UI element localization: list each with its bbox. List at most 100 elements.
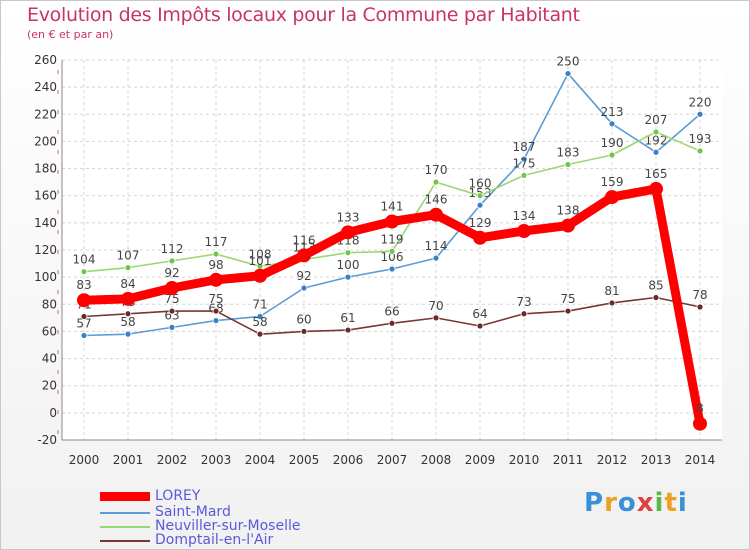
data-point bbox=[605, 190, 619, 205]
y-tick-label: 20 bbox=[42, 379, 57, 393]
data-point bbox=[432, 314, 440, 322]
data-point bbox=[385, 214, 399, 229]
data-label: 83 bbox=[76, 278, 91, 292]
data-point bbox=[696, 110, 704, 118]
data-label: 75 bbox=[560, 292, 575, 306]
data-label: 190 bbox=[601, 136, 624, 150]
data-point bbox=[388, 319, 396, 327]
data-label: 101 bbox=[249, 254, 272, 268]
data-point bbox=[256, 330, 264, 338]
data-label: 133 bbox=[337, 210, 360, 224]
data-point bbox=[124, 264, 132, 272]
data-label: 207 bbox=[645, 113, 668, 127]
data-label: 57 bbox=[76, 317, 91, 331]
data-label: 220 bbox=[689, 95, 712, 109]
y-tick-label: 60 bbox=[42, 324, 57, 338]
logo-letter: i bbox=[654, 488, 665, 518]
data-label: 138 bbox=[557, 204, 580, 218]
data-point bbox=[561, 218, 575, 233]
logo-letter: i bbox=[677, 488, 688, 518]
y-tick-label: 220 bbox=[34, 107, 57, 121]
data-point bbox=[212, 317, 220, 324]
data-point bbox=[388, 265, 396, 273]
x-tick-label: 2007 bbox=[377, 453, 408, 467]
data-point bbox=[388, 247, 396, 255]
data-label: 192 bbox=[645, 133, 668, 147]
legend-label-neuviller: Neuviller-sur-Moselle bbox=[155, 518, 301, 534]
data-point bbox=[649, 181, 663, 196]
data-label: 129 bbox=[469, 216, 492, 230]
data-label: 193 bbox=[689, 132, 712, 146]
data-label: 75 bbox=[208, 292, 223, 306]
data-point bbox=[520, 171, 528, 179]
data-point bbox=[168, 257, 176, 265]
logo-letter: r bbox=[604, 488, 618, 518]
data-point bbox=[124, 310, 132, 318]
data-point bbox=[165, 281, 179, 295]
y-tick-label: 120 bbox=[34, 243, 57, 257]
data-label: 250 bbox=[557, 55, 580, 69]
data-label: 60 bbox=[296, 312, 311, 326]
data-point bbox=[564, 307, 572, 315]
chart-title: Evolution des Impôts locaux pour la Comm… bbox=[27, 4, 580, 26]
x-tick-label: 2002 bbox=[157, 453, 188, 467]
x-tick-label: 2013 bbox=[641, 453, 672, 467]
data-label: 84 bbox=[120, 277, 135, 291]
data-point bbox=[121, 291, 135, 306]
y-tick-label: 200 bbox=[34, 134, 57, 148]
y-tick-label: 260 bbox=[34, 53, 57, 67]
data-point bbox=[517, 224, 531, 238]
data-label: 98 bbox=[208, 258, 223, 272]
data-label: 8 bbox=[696, 402, 704, 416]
data-label: 78 bbox=[692, 288, 707, 302]
data-label: 73 bbox=[516, 295, 531, 309]
y-tick-label: -20 bbox=[37, 433, 57, 447]
data-label: 134 bbox=[513, 209, 536, 223]
x-tick-label: 2001 bbox=[113, 453, 144, 467]
y-tick-label: 40 bbox=[42, 352, 57, 366]
y-tick-label: 140 bbox=[34, 216, 57, 230]
x-tick-label: 2003 bbox=[201, 453, 232, 467]
x-tick-label: 2009 bbox=[465, 453, 496, 467]
y-tick-label: 0 bbox=[49, 406, 57, 420]
data-label: 100 bbox=[337, 258, 360, 272]
data-point bbox=[300, 328, 308, 335]
data-label: 146 bbox=[425, 193, 448, 207]
x-tick-label: 2014 bbox=[685, 453, 716, 467]
data-point bbox=[344, 326, 352, 334]
legend-swatch-lorey bbox=[100, 492, 150, 501]
x-tick-label: 2000 bbox=[69, 453, 100, 467]
legend-label-saint-mard: Saint-Mard bbox=[155, 504, 231, 520]
data-label: 58 bbox=[252, 315, 267, 329]
data-point bbox=[212, 307, 220, 315]
logo-letter: t bbox=[664, 488, 678, 518]
legend-swatch-neuviller bbox=[100, 526, 150, 528]
data-point bbox=[168, 323, 176, 331]
data-point bbox=[432, 254, 440, 262]
data-point bbox=[429, 207, 443, 222]
x-tick-label: 2012 bbox=[597, 453, 628, 467]
x-tick-label: 2010 bbox=[509, 453, 540, 467]
data-label: 213 bbox=[601, 105, 624, 119]
data-label: 61 bbox=[340, 311, 355, 325]
data-label: 170 bbox=[425, 163, 448, 177]
data-label: 175 bbox=[513, 156, 536, 170]
y-tick-label: 80 bbox=[42, 297, 57, 311]
data-point bbox=[520, 310, 528, 318]
data-point bbox=[693, 416, 707, 431]
data-point bbox=[80, 332, 88, 339]
data-label: 85 bbox=[648, 279, 663, 293]
data-label: 81 bbox=[604, 284, 619, 298]
data-label: 92 bbox=[164, 266, 179, 280]
data-label: 165 bbox=[645, 167, 668, 181]
data-point bbox=[564, 161, 572, 168]
data-point bbox=[344, 273, 352, 281]
data-label: 104 bbox=[73, 253, 96, 267]
data-point bbox=[652, 148, 660, 156]
data-label: 108 bbox=[249, 247, 272, 261]
data-point bbox=[564, 70, 572, 77]
data-point bbox=[344, 249, 352, 257]
data-point bbox=[652, 128, 660, 136]
data-label: 106 bbox=[381, 250, 404, 264]
